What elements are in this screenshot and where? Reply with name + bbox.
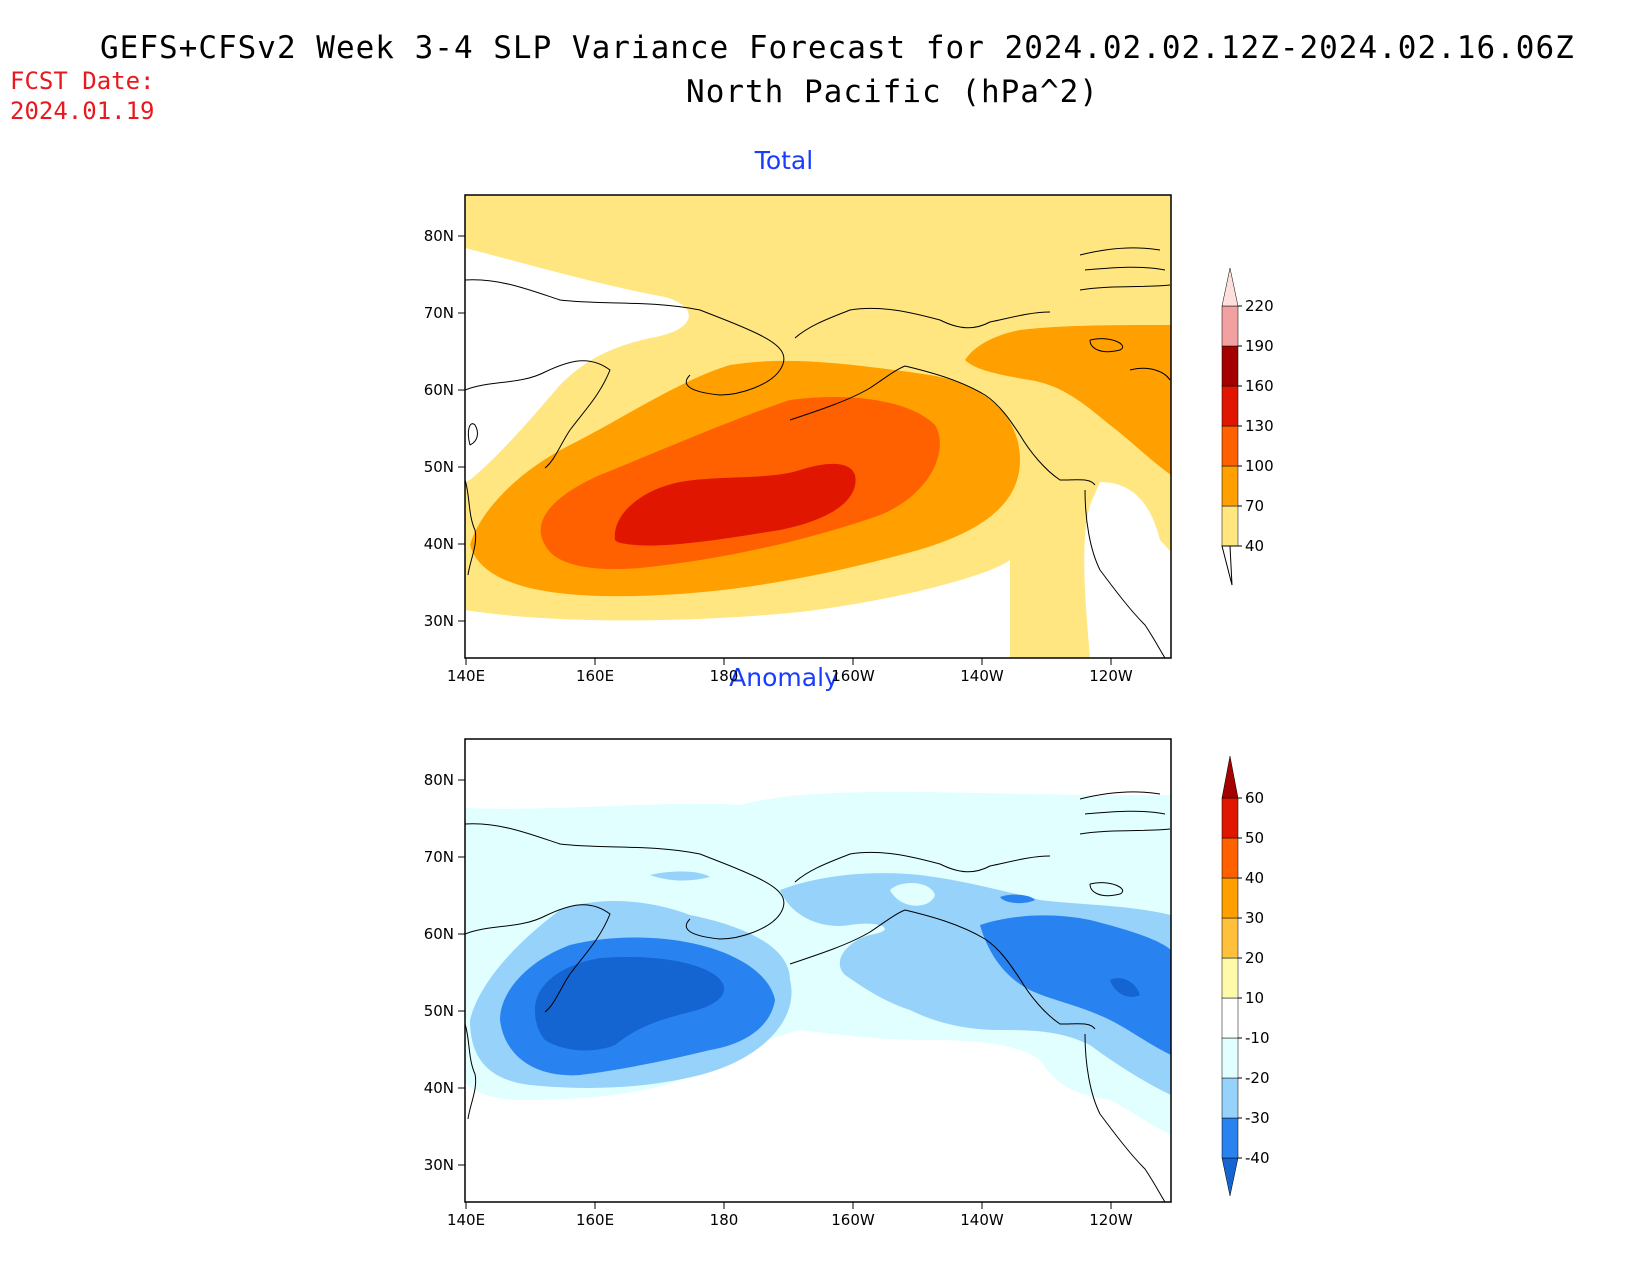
anomaly-lon-120w: 120W <box>1089 1211 1133 1229</box>
anomaly-cb-label-m40: -40 <box>1245 1149 1270 1167</box>
total-lon-120w: 120W <box>1089 667 1133 685</box>
total-map-frame <box>464 194 1172 659</box>
panel-title-anomaly: Anomaly <box>729 663 839 692</box>
anomaly-cb-m20-m10 <box>1221 1037 1239 1079</box>
anomaly-cb-20-30 <box>1221 917 1239 959</box>
total-map: 80N 70N 60N 50N 40N 30N 140E 160E 180 16… <box>424 194 1172 685</box>
anomaly-coastlines <box>465 791 1171 1202</box>
total-cb-100-130 <box>1221 425 1239 467</box>
anomaly-cb-10-20 <box>1221 957 1239 999</box>
total-cb-label-100: 100 <box>1245 457 1274 475</box>
total-cb-160-190 <box>1221 345 1239 387</box>
total-lon-140w: 140W <box>960 667 1004 685</box>
anomaly-field-minus40-east <box>1110 978 1140 997</box>
total-field-70-east <box>965 325 1171 475</box>
total-cb-190-220 <box>1221 305 1239 347</box>
total-cb-upper-arrow <box>1221 267 1239 307</box>
total-low-asia <box>465 248 689 482</box>
total-lat-80: 80N <box>424 227 454 245</box>
anomaly-cb-m40-m30 <box>1221 1117 1239 1159</box>
total-cb-70-100 <box>1221 465 1239 507</box>
forecast-date-label: FCST Date: <box>10 67 155 95</box>
anomaly-lat-80: 80N <box>424 771 454 789</box>
anomaly-lat-70: 70N <box>424 848 454 866</box>
total-lat-30: 30N <box>424 612 454 630</box>
anomaly-cb-m30-m20 <box>1221 1077 1239 1119</box>
anomaly-map: 80N 70N 60N 50N 40N 30N 140E 160E 180 16… <box>424 738 1172 1229</box>
total-cb-label-70: 70 <box>1245 497 1264 515</box>
total-lon-axis: 140E 160E 180 160W 140W 120W <box>447 658 1133 685</box>
anomaly-field-minus40-west <box>535 956 725 1051</box>
forecast-date-value: 2024.01.19 <box>10 97 155 125</box>
anomaly-lon-160e: 160E <box>576 1211 614 1229</box>
anomaly-cb-30-40 <box>1221 877 1239 919</box>
anomaly-hole-bering <box>890 883 935 906</box>
anomaly-field-minus20-north <box>650 871 710 881</box>
anomaly-cb-lower-arrow <box>1221 1157 1239 1197</box>
anomaly-cb-label-40: 40 <box>1245 869 1264 887</box>
anomaly-colorbar: -40 -30 -20 -10 10 20 30 40 50 60 <box>1221 755 1270 1197</box>
anomaly-cb-upper-arrow <box>1221 755 1239 799</box>
anomaly-lat-axis: 80N 70N 60N 50N 40N 30N <box>424 771 465 1174</box>
total-cb-130-160 <box>1221 385 1239 427</box>
forecast-date-block: FCST Date: 2024.01.19 <box>10 66 155 126</box>
chart-title: GEFS+CFSv2 Week 3-4 SLP Variance Forecas… <box>100 30 1650 110</box>
anomaly-cb-label-m20: -20 <box>1245 1069 1270 1087</box>
anomaly-lat-50: 50N <box>424 1002 454 1020</box>
anomaly-lat-40: 40N <box>424 1079 454 1097</box>
total-lat-70: 70N <box>424 304 454 322</box>
total-cb-label-220: 220 <box>1245 297 1274 315</box>
anomaly-lon-140e: 140E <box>447 1211 485 1229</box>
anomaly-lat-60: 60N <box>424 925 454 943</box>
anomaly-lat-30: 30N <box>424 1156 454 1174</box>
anomaly-lon-180: 180 <box>710 1211 739 1229</box>
anomaly-lon-140w: 140W <box>960 1211 1004 1229</box>
anomaly-cb-labels: -40 -30 -20 -10 10 20 30 40 50 60 <box>1238 789 1270 1167</box>
total-coastlines <box>465 247 1171 658</box>
total-low-westcoast <box>1084 482 1171 658</box>
total-lat-50: 50N <box>424 458 454 476</box>
anomaly-cb-label-50: 50 <box>1245 829 1264 847</box>
anomaly-map-frame <box>464 738 1172 1203</box>
total-cb-lower-arrow <box>1221 545 1233 586</box>
total-cb-label-40: 40 <box>1245 537 1264 555</box>
total-lat-40: 40N <box>424 535 454 553</box>
anomaly-cb-label-20: 20 <box>1245 949 1264 967</box>
total-cb-40-70 <box>1221 505 1239 547</box>
anomaly-cb-label-60: 60 <box>1245 789 1264 807</box>
panel-title-total: Total <box>754 146 814 175</box>
total-field-130 <box>614 463 856 546</box>
total-lat-60: 60N <box>424 381 454 399</box>
total-cb-label-130: 130 <box>1245 417 1274 435</box>
total-lon-160w: 160W <box>831 667 875 685</box>
total-lon-160e: 160E <box>576 667 614 685</box>
anomaly-cb-label-m10: -10 <box>1245 1029 1270 1047</box>
total-lon-180: 180 <box>710 667 739 685</box>
anomaly-cb-m10-10 <box>1221 997 1239 1039</box>
anomaly-cb-50-60 <box>1221 797 1239 839</box>
total-cb-label-160: 160 <box>1245 377 1274 395</box>
title-line-1: GEFS+CFSv2 Week 3-4 SLP Variance Forecas… <box>100 30 1575 66</box>
anomaly-cb-40-50 <box>1221 837 1239 879</box>
anomaly-field-minus30-north <box>1000 894 1035 904</box>
total-cb-label-190: 190 <box>1245 337 1274 355</box>
anomaly-cb-label-10: 10 <box>1245 989 1264 1007</box>
anomaly-cb-label-30: 30 <box>1245 909 1264 927</box>
anomaly-lon-160w: 160W <box>831 1211 875 1229</box>
total-lat-axis: 80N 70N 60N 50N 40N 30N <box>424 227 465 630</box>
total-cb-labels: 40 70 100 130 160 190 220 <box>1222 297 1274 555</box>
total-lon-140e: 140E <box>447 667 485 685</box>
anomaly-lon-axis: 140E 160E 180 160W 140W 120W <box>447 1202 1133 1229</box>
anomaly-cb-label-m30: -30 <box>1245 1109 1270 1127</box>
total-low-south <box>465 560 1010 658</box>
anomaly-field-minus30-east <box>980 915 1171 1055</box>
total-colorbar: 40 70 100 130 160 190 220 <box>1221 267 1274 586</box>
title-line-2: North Pacific (hPa^2) <box>686 74 1099 110</box>
